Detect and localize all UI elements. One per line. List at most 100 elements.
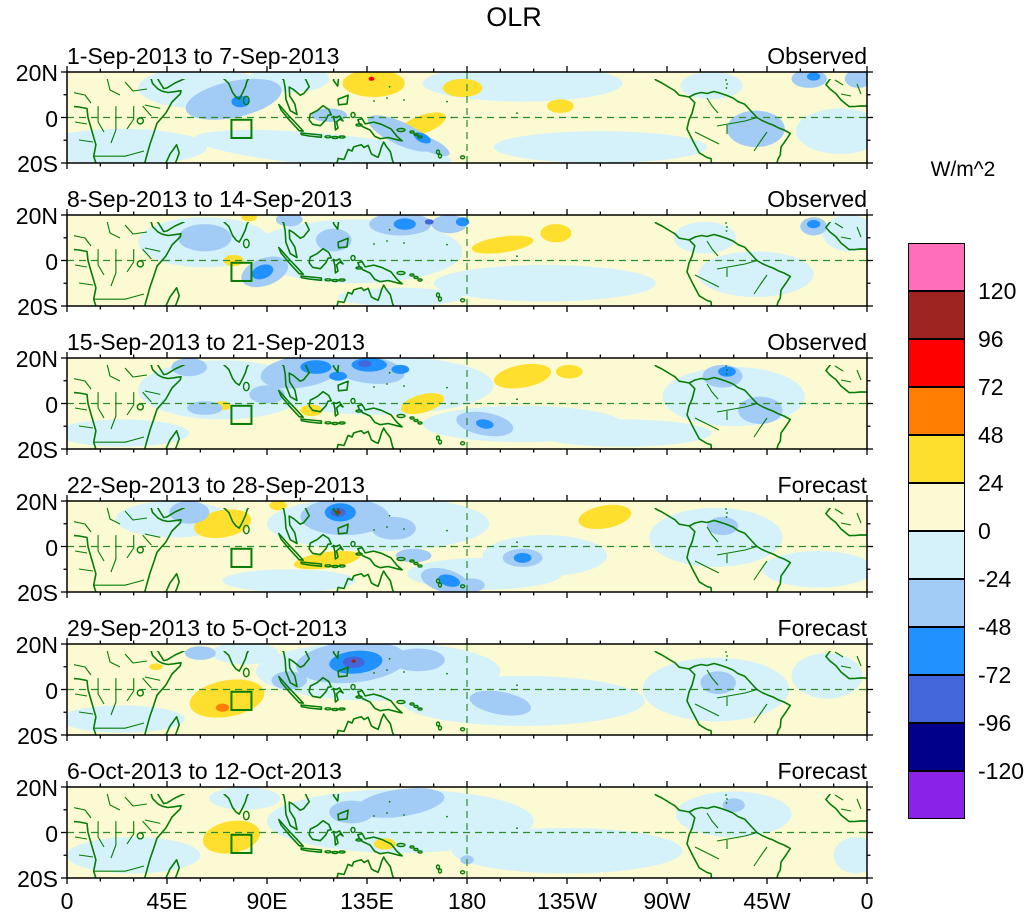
anomaly-blob — [338, 287, 463, 306]
anomaly-blob — [315, 228, 352, 252]
anomaly-blob — [300, 360, 332, 374]
y-axis-tick-label: 20N — [15, 489, 58, 515]
figure-title: OLR — [486, 2, 542, 32]
anomaly-blob — [555, 364, 583, 379]
panel-status-label: Forecast — [777, 615, 867, 641]
anomaly-blob — [241, 215, 257, 222]
anomaly-blob — [458, 578, 485, 592]
anomaly-blob — [178, 224, 232, 252]
anomaly-blob — [329, 800, 374, 824]
y-axis-tick-label: 0 — [45, 820, 58, 847]
panel-date-label: 22-Sep-2013 to 28-Sep-2013 — [67, 472, 365, 498]
colorbar-tick-label: 96 — [978, 326, 1004, 352]
y-axis-tick-label: 20S — [17, 151, 58, 177]
colorbar-tick-label: -48 — [978, 614, 1012, 640]
panel-status-label: Forecast — [777, 758, 867, 784]
y-axis-tick-label: 20N — [15, 346, 58, 372]
map-ticks — [61, 781, 873, 884]
colorbar-segment — [908, 531, 965, 579]
anomaly-blob — [533, 419, 712, 447]
anomaly-blob — [807, 72, 821, 81]
anomaly-blob — [833, 837, 867, 874]
y-axis-tick-label: 0 — [45, 105, 58, 132]
map-panel — [61, 209, 873, 312]
anomaly-blob — [194, 129, 451, 163]
anomaly-blob — [513, 552, 532, 563]
x-axis-tick-label: 45E — [146, 888, 188, 914]
map-gridlines — [67, 72, 867, 163]
y-axis-tick-label: 20N — [15, 632, 58, 658]
x-axis-tick-label: 45W — [743, 888, 791, 914]
colorbar-units-label: W/m^2 — [930, 158, 996, 181]
anomaly-blob — [649, 507, 783, 567]
coastlines — [74, 508, 868, 593]
anomaly-blob — [482, 535, 607, 577]
index-region-box — [230, 404, 253, 425]
anomaly-blob — [451, 827, 683, 874]
x-axis-tick-label: 90W — [643, 888, 691, 914]
colorbar-tick-label: -72 — [978, 662, 1012, 688]
map-ticks — [61, 495, 873, 598]
anomaly-blobs — [138, 215, 867, 306]
anomaly-blobs — [67, 358, 805, 447]
anomaly-blob — [249, 385, 285, 404]
colorbar-segment — [908, 243, 965, 291]
anomaly-blob — [718, 366, 736, 377]
x-axis-tick-label: 180 — [447, 888, 487, 914]
anomaly-blob — [371, 516, 416, 540]
panel-status-label: Observed — [767, 43, 867, 69]
anomaly-blob — [249, 219, 463, 284]
coastlines — [74, 79, 868, 164]
anomaly-blob — [807, 220, 821, 229]
colorbar-tick-label: 24 — [978, 470, 1004, 496]
y-axis-tick-label: 20N — [15, 60, 58, 86]
anomaly-blob — [547, 99, 574, 113]
panel-status-label: Forecast — [777, 472, 867, 498]
anomaly-blob — [356, 788, 445, 818]
map-gridlines — [67, 501, 867, 592]
map-ticks — [61, 66, 873, 169]
y-axis-tick-label: 20S — [17, 437, 58, 463]
x-axis-tick-label: 90E — [246, 888, 288, 914]
anomaly-blob — [844, 72, 867, 88]
anomaly-blob — [400, 392, 445, 415]
anomaly-blob — [673, 221, 736, 254]
anomaly-blob — [215, 703, 230, 712]
anomaly-blob — [358, 360, 372, 368]
anomaly-blob — [540, 224, 572, 243]
anomaly-blob — [222, 569, 356, 592]
y-axis-tick-label: 20S — [17, 294, 58, 320]
anomaly-blob — [493, 131, 707, 163]
panel-date-label: 15-Sep-2013 to 21-Sep-2013 — [67, 329, 365, 355]
anomaly-blob — [329, 371, 347, 381]
colorbar-segment — [908, 627, 965, 675]
panel-status-label: Observed — [767, 186, 867, 212]
anomaly-blob — [795, 108, 867, 154]
y-axis-tick-label: 20S — [17, 580, 58, 606]
anomaly-blob — [67, 837, 201, 874]
anomaly-blob — [171, 358, 207, 377]
anomaly-blob — [722, 798, 745, 813]
colorbar-tick-label: 120 — [978, 278, 1017, 304]
anomaly-blob — [680, 72, 743, 100]
colorbar-segment — [908, 675, 965, 723]
anomaly-blob — [455, 217, 470, 227]
map-panel — [61, 781, 873, 884]
map-panel — [61, 495, 873, 598]
panel-date-label: 1-Sep-2013 to 7-Sep-2013 — [67, 43, 340, 69]
index-region-box — [230, 118, 253, 139]
x-axis-tick-label: 135W — [536, 888, 598, 914]
colorbar-segment — [908, 387, 965, 435]
index-region-box — [230, 261, 253, 282]
colorbar-segment — [908, 771, 965, 819]
coastlines — [74, 651, 868, 736]
colorbar-segment — [908, 723, 965, 771]
anomaly-blob — [578, 504, 632, 530]
colorbar-tick-label: 72 — [978, 374, 1004, 400]
anomaly-blob — [211, 644, 279, 665]
anomaly-blob — [762, 551, 867, 588]
coastlines — [74, 794, 868, 879]
anomaly-blob — [209, 787, 281, 810]
anomaly-blob — [791, 653, 863, 699]
